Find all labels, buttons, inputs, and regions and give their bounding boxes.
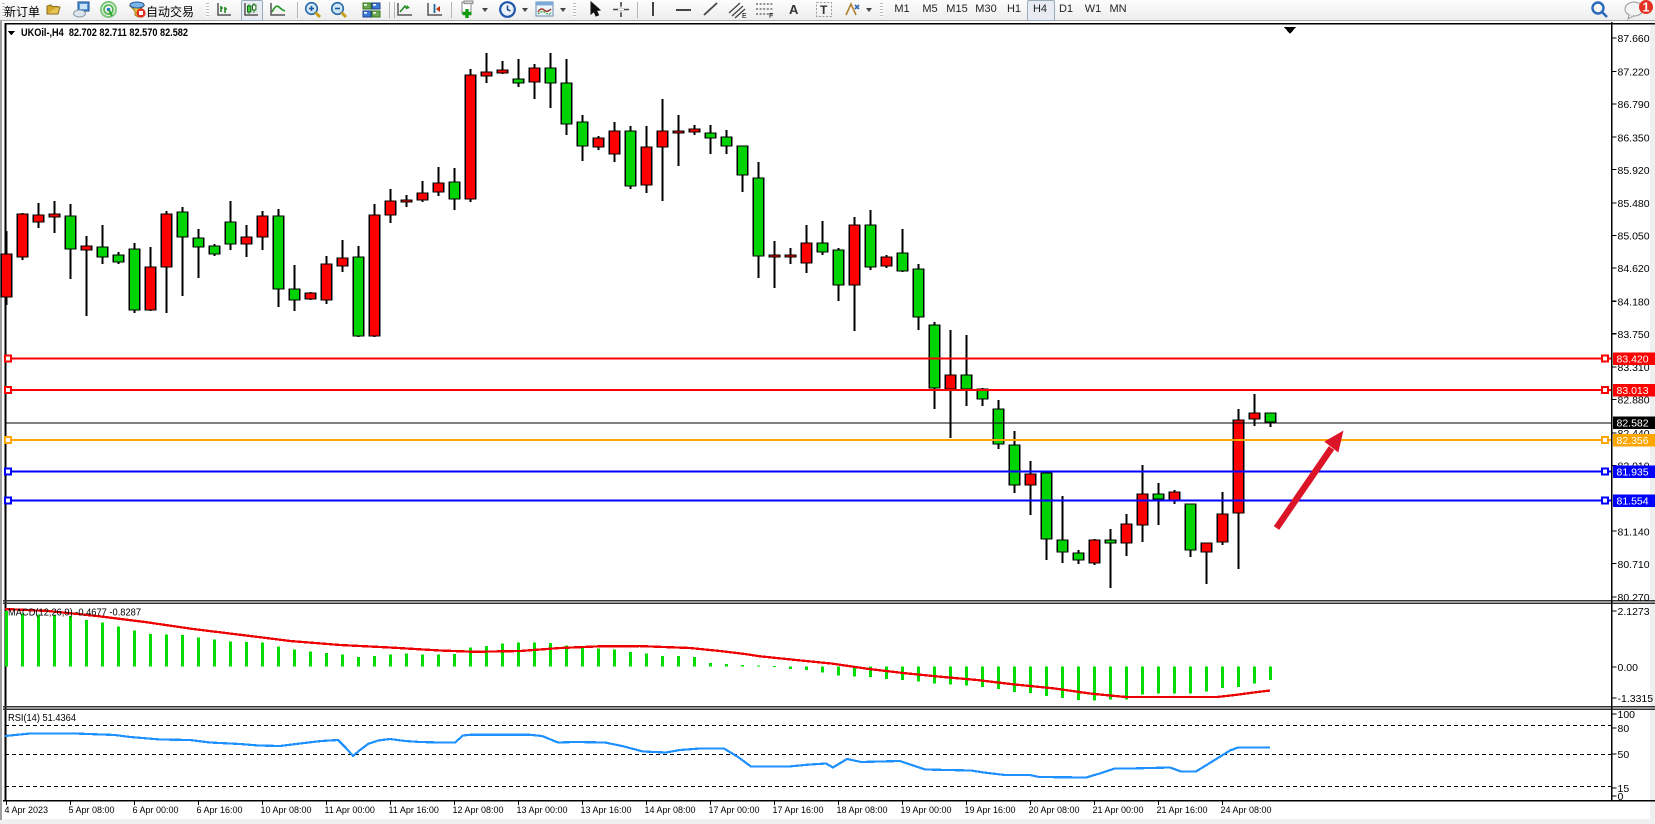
svg-text:80: 80 [1618, 723, 1630, 735]
svg-text:21 Apr 00:00: 21 Apr 00:00 [1093, 805, 1144, 815]
svg-text:10 Apr 08:00: 10 Apr 08:00 [261, 805, 312, 815]
svg-text:81.935: 81.935 [1617, 467, 1649, 479]
svg-text:80.270: 80.270 [1618, 592, 1650, 604]
svg-text:MACD(12,26,9) -0.4677 -0.8287: MACD(12,26,9) -0.4677 -0.8287 [8, 608, 141, 619]
svg-text:100: 100 [1618, 709, 1636, 721]
svg-text:24 Apr 08:00: 24 Apr 08:00 [1221, 805, 1272, 815]
svg-text:-1.3315: -1.3315 [1618, 693, 1654, 705]
svg-text:82.356: 82.356 [1617, 435, 1649, 447]
svg-text:85.920: 85.920 [1618, 165, 1650, 177]
svg-text:81.140: 81.140 [1618, 526, 1650, 538]
svg-text:83.013: 83.013 [1617, 385, 1649, 397]
svg-text:21 Apr 16:00: 21 Apr 16:00 [1157, 805, 1208, 815]
svg-text:84.620: 84.620 [1618, 263, 1650, 275]
svg-text:0.00: 0.00 [1618, 662, 1639, 674]
svg-text:18 Apr 08:00: 18 Apr 08:00 [837, 805, 888, 815]
svg-text:19 Apr 16:00: 19 Apr 16:00 [965, 805, 1016, 815]
svg-text:2.1273: 2.1273 [1618, 606, 1650, 618]
svg-text:83.310: 83.310 [1618, 362, 1650, 374]
svg-text:50: 50 [1618, 749, 1630, 761]
svg-text:80.710: 80.710 [1618, 559, 1650, 571]
svg-text:81.554: 81.554 [1617, 496, 1649, 508]
svg-text:87.220: 87.220 [1618, 67, 1650, 79]
svg-text:12 Apr 08:00: 12 Apr 08:00 [453, 805, 504, 815]
svg-text:5 Apr 08:00: 5 Apr 08:00 [69, 805, 115, 815]
svg-text:87.660: 87.660 [1618, 33, 1650, 45]
svg-text:4 Apr 2023: 4 Apr 2023 [5, 805, 49, 815]
svg-text:0: 0 [1618, 791, 1624, 803]
svg-text:6 Apr 16:00: 6 Apr 16:00 [197, 805, 243, 815]
svg-text:84.180: 84.180 [1618, 296, 1650, 308]
svg-text:E: E [742, 13, 747, 19]
svg-text:15: 15 [1618, 783, 1630, 795]
svg-text:11 Apr 16:00: 11 Apr 16:00 [389, 805, 439, 815]
svg-text:13 Apr 00:00: 13 Apr 00:00 [517, 805, 568, 815]
svg-text:86.790: 86.790 [1618, 99, 1650, 111]
svg-text:85.050: 85.050 [1618, 231, 1650, 243]
svg-text:1: 1 [1643, 1, 1650, 15]
svg-text:11 Apr 00:00: 11 Apr 00:00 [325, 805, 375, 815]
svg-text:T: T [820, 3, 828, 17]
svg-text:19 Apr 00:00: 19 Apr 00:00 [901, 805, 952, 815]
svg-text:RSI(14) 51.4364: RSI(14) 51.4364 [8, 713, 76, 724]
svg-text:F: F [769, 13, 773, 19]
svg-text:83.750: 83.750 [1618, 329, 1650, 341]
svg-text:83.420: 83.420 [1617, 354, 1649, 366]
svg-text:82.582: 82.582 [1617, 418, 1649, 430]
svg-text:85.480: 85.480 [1618, 198, 1650, 210]
svg-text:86.350: 86.350 [1618, 132, 1650, 144]
svg-text:14 Apr 08:00: 14 Apr 08:00 [645, 805, 696, 815]
svg-text:13 Apr 16:00: 13 Apr 16:00 [581, 805, 632, 815]
svg-text:82.880: 82.880 [1618, 395, 1650, 407]
svg-text:6 Apr 00:00: 6 Apr 00:00 [133, 805, 179, 815]
svg-text:17 Apr 16:00: 17 Apr 16:00 [773, 805, 824, 815]
svg-text:17 Apr 00:00: 17 Apr 00:00 [709, 805, 760, 815]
svg-text:20 Apr 08:00: 20 Apr 08:00 [1029, 805, 1080, 815]
svg-text:UKOil-,H4 82.702 82.711 82.57: UKOil-,H4 82.702 82.711 82.570 82.582 [21, 27, 188, 39]
